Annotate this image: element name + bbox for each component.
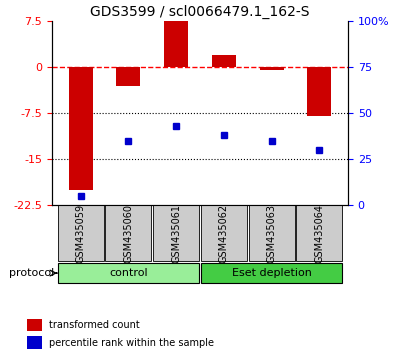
- Text: protocol: protocol: [9, 268, 54, 278]
- Text: percentile rank within the sample: percentile rank within the sample: [49, 338, 214, 348]
- Bar: [69, 67, 92, 190]
- Bar: [260, 67, 284, 70]
- Text: GSM435059: GSM435059: [76, 204, 86, 263]
- Bar: [106, 205, 151, 261]
- Text: GSM435064: GSM435064: [314, 204, 324, 263]
- Text: transformed count: transformed count: [49, 320, 140, 330]
- Text: Eset depletion: Eset depletion: [232, 268, 312, 278]
- Text: GSM435062: GSM435062: [219, 204, 229, 263]
- Text: GSM435063: GSM435063: [267, 204, 277, 263]
- Bar: [201, 263, 342, 283]
- Bar: [58, 205, 104, 261]
- Bar: [308, 67, 331, 116]
- Bar: [116, 67, 140, 86]
- Bar: [212, 55, 236, 67]
- Title: GDS3599 / scl0066479.1_162-S: GDS3599 / scl0066479.1_162-S: [90, 5, 310, 19]
- Text: GSM435060: GSM435060: [123, 204, 133, 263]
- Text: GSM435061: GSM435061: [171, 204, 181, 263]
- Text: control: control: [109, 268, 148, 278]
- Bar: [296, 205, 342, 261]
- Bar: [249, 205, 294, 261]
- Bar: [58, 263, 199, 283]
- Bar: [164, 21, 188, 67]
- Bar: [27, 319, 42, 331]
- Bar: [27, 336, 42, 349]
- Bar: [153, 205, 199, 261]
- Bar: [201, 205, 247, 261]
